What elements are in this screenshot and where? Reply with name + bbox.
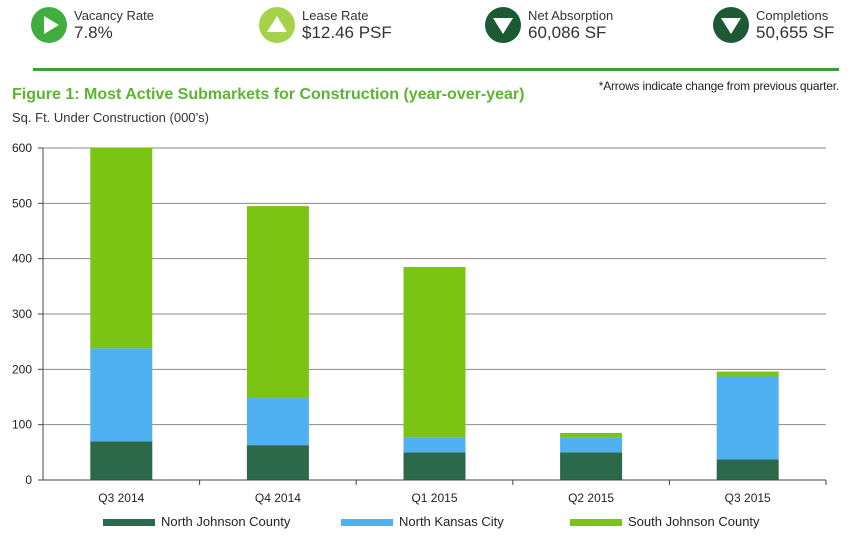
- kpi-value: $12.46 PSF: [302, 23, 392, 42]
- kpi-value: 7.8%: [74, 23, 113, 42]
- kpi-label: Completions: [756, 8, 829, 23]
- y-tick-label: 0: [25, 473, 32, 487]
- kpi-value: 50,655 SF: [756, 23, 835, 42]
- y-tick-label: 100: [12, 418, 32, 432]
- legend-label: North Johnson County: [161, 514, 291, 529]
- bar-segment: [246, 445, 309, 480]
- kpi-label: Lease Rate: [302, 8, 369, 23]
- x-tick-label: Q2 2015: [568, 491, 614, 505]
- bar-segment: [560, 432, 623, 438]
- y-tick-label: 500: [12, 196, 32, 210]
- y-tick-label: 300: [12, 307, 32, 321]
- legend-swatch: [341, 519, 393, 526]
- bar-segment: [246, 398, 309, 446]
- bar-segment: [403, 266, 466, 438]
- x-tick-label: Q4 2014: [255, 491, 301, 505]
- bars: [90, 148, 779, 480]
- chart-legend: North Johnson County North Kansas City Sou…: [0, 512, 859, 532]
- bar-segment: [560, 452, 623, 480]
- x-tick-label: Q3 2015: [725, 491, 771, 505]
- legend-label: South Johnson County: [628, 514, 760, 529]
- x-tick-label: Q1 2015: [411, 491, 457, 505]
- bar-segment: [403, 437, 466, 453]
- bar-segment: [246, 206, 309, 399]
- legend-swatch: [103, 519, 155, 526]
- y-tick-label: 200: [12, 362, 32, 376]
- stacked-bar-chart: 0 100 200 300 400 500 600 Q3 2014 Q4 2014 Q1 2015…: [12, 141, 827, 505]
- bar-segment: [716, 371, 779, 377]
- chart-title: Figure 1: Most Active Submarkets for Con…: [12, 86, 525, 103]
- arrow-up-icon: [259, 7, 295, 43]
- kpi-label: Vacancy Rate: [74, 8, 154, 23]
- x-tick-label: Q3 2014: [98, 491, 144, 505]
- bar-segment: [560, 437, 623, 453]
- bar-segment: [403, 452, 466, 480]
- y-axis-title: Sq. Ft. Under Construction (000’s): [12, 110, 210, 125]
- bar-segment: [90, 441, 153, 480]
- axes: 0 100 200 300 400 500 600 Q3 2014 Q4 2014 Q1 2015…: [12, 141, 827, 505]
- bar-segment: [90, 348, 153, 442]
- kpi-label: Net Absorption: [528, 8, 614, 23]
- arrows-note: *Arrows indicate change from previous qu…: [598, 79, 839, 93]
- kpi-bar: Vacancy Rate 7.8% Lease Rate $12.46 PSF …: [0, 0, 859, 62]
- legend-label: North Kansas City: [399, 514, 504, 529]
- y-tick-label: 400: [12, 252, 32, 266]
- bar-segment: [716, 459, 779, 480]
- arrow-down-icon: [713, 7, 749, 43]
- bar-segment: [90, 148, 153, 349]
- divider: [33, 68, 839, 71]
- bar-segment: [716, 376, 779, 460]
- legend-swatch: [570, 519, 622, 526]
- arrow-down-icon: [485, 7, 521, 43]
- y-tick-label: 600: [12, 141, 32, 155]
- kpi-value: 60,086 SF: [528, 23, 607, 42]
- arrow-right-icon: [31, 7, 67, 43]
